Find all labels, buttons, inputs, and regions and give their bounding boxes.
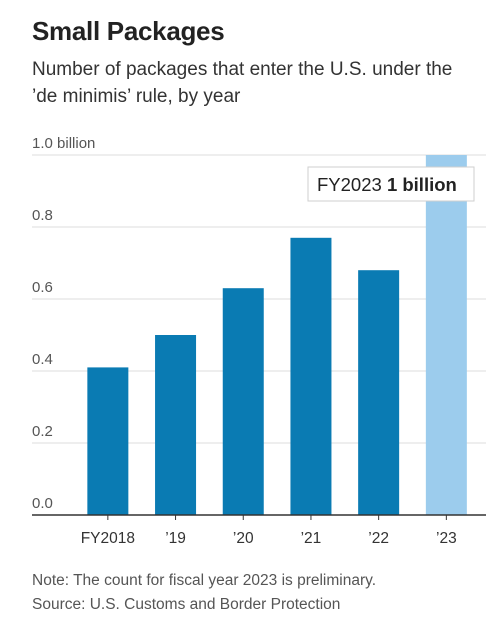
y-tick-label: 0.4 [32,351,53,368]
x-tick-label: ’23 [436,530,457,547]
x-tick-label: ’20 [233,530,254,547]
y-tick-label: 0.0 [32,495,53,512]
x-tick-label: ’19 [165,530,186,547]
bar-chart: 0.0 0.2 0.4 0.6 0.8 1.0 billion FY2018 ’19 ’20 ’… [32,135,486,547]
y-tick-label: 0.8 [32,207,53,224]
bar [425,155,467,515]
footnote: Note: The count for fiscal year 2023 is … [32,572,377,589]
x-axis [32,514,486,520]
y-tick-label: 0.2 [32,423,53,440]
y-tick-label: 1.0 billion [32,135,95,152]
annotation: FY2023 1 billion [307,166,475,202]
bars [87,155,467,516]
y-tick-label: 0.6 [32,279,53,296]
source-line: Source: U.S. Customs and Border Protecti… [32,596,341,613]
x-tick-label: FY2018 [81,530,135,547]
annotation-value: 1 billion [387,174,457,195]
bar [358,270,400,515]
x-tick-labels: FY2018 ’19 ’20 ’21 ’22 ’23 [81,530,457,547]
chart-subtitle: Number of packages that enter the U.S. u… [32,59,453,107]
bar [155,335,197,515]
chart-title: Small Packages [32,16,225,46]
annotation-label: FY2023 [317,174,387,195]
annotation-text: FY2023 1 billion [317,174,457,195]
bar [290,237,332,516]
bar [87,367,129,515]
x-tick-label: ’21 [301,530,322,547]
x-tick-label: ’22 [368,530,389,547]
annotation-box [307,166,475,202]
y-tick-labels: 0.0 0.2 0.4 0.6 0.8 1.0 billion [32,135,95,512]
bar [222,288,264,515]
chart-footer: Note: The count for fiscal year 2023 is … [32,569,482,617]
